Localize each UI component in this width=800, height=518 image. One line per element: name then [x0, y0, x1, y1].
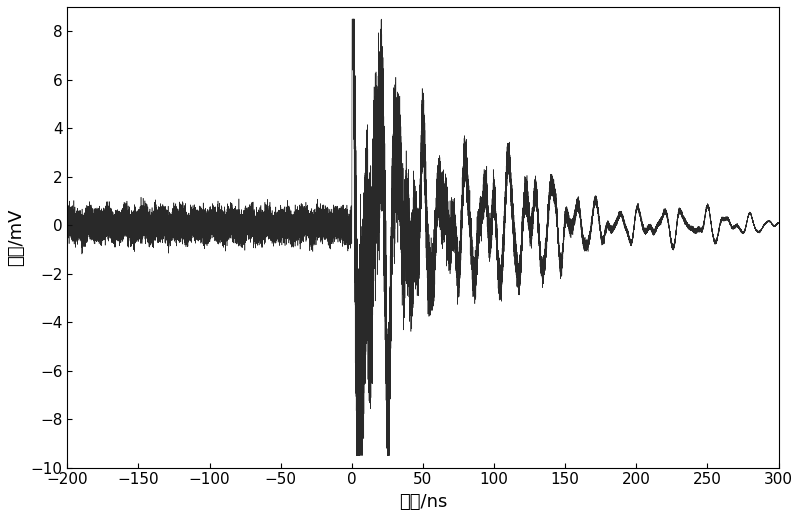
X-axis label: 时间/ns: 时间/ns [398, 493, 447, 511]
Y-axis label: 幅値/mV: 幅値/mV [7, 209, 25, 266]
